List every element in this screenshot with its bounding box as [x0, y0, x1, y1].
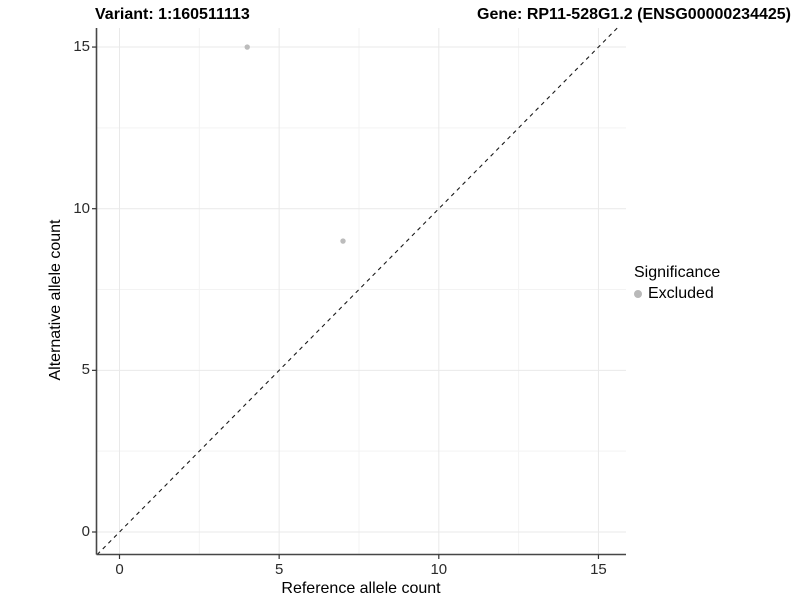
- identity-line: [96, 27, 618, 556]
- legend-item-label: Excluded: [648, 285, 714, 302]
- x-tick-label: 15: [590, 561, 607, 578]
- gene-title: Gene: RP11-528G1.2 (ENSG00000234425): [477, 6, 791, 23]
- legend-item-excluded: Excluded: [634, 285, 720, 303]
- x-tick-label: 0: [115, 561, 124, 578]
- x-axis-title: Reference allele count: [281, 580, 441, 597]
- y-tick-label: 0: [81, 523, 90, 540]
- legend: Significance Excluded: [634, 264, 720, 303]
- y-tick-label: 10: [73, 199, 90, 217]
- legend-title: Significance: [634, 264, 721, 281]
- data-point: [244, 44, 250, 50]
- variant-title: Variant: 1:160511113: [95, 6, 250, 23]
- y-tick-label: 5: [81, 361, 90, 379]
- y-axis-title: Alternative allele count: [47, 219, 64, 381]
- excluded-point-icon: [634, 290, 642, 298]
- y-tick-label: 15: [73, 38, 90, 56]
- x-tick-label: 10: [430, 561, 448, 578]
- x-tick-label: 5: [274, 561, 284, 578]
- data-point: [340, 238, 346, 244]
